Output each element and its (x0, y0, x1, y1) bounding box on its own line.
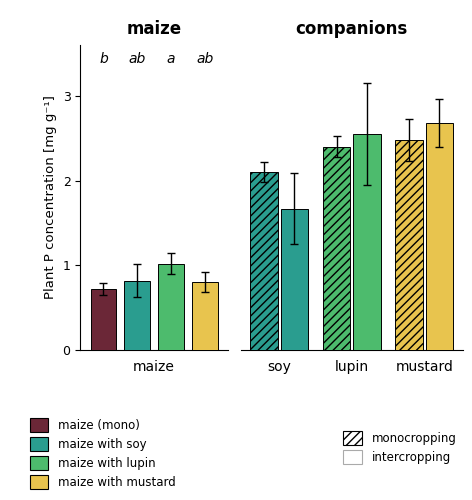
Bar (323, 146, 350, 350)
Title: companions: companions (295, 20, 408, 38)
Y-axis label: Plant P concentration [mg g⁻¹]: Plant P concentration [mg g⁻¹] (44, 96, 57, 300)
Title: maize: maize (126, 20, 182, 38)
Text: ab: ab (196, 52, 213, 66)
Bar (91, 289, 116, 350)
Bar (396, 140, 422, 350)
Bar (192, 282, 218, 350)
Text: ab: ab (128, 52, 146, 66)
Bar (426, 123, 453, 350)
Bar (281, 208, 308, 350)
Text: a: a (167, 52, 175, 66)
Legend: monocropping, intercropping: monocropping, intercropping (344, 432, 456, 464)
Text: b: b (99, 52, 108, 66)
Bar (124, 280, 150, 350)
Bar (158, 264, 184, 350)
Legend: maize (mono), maize with soy, maize with lupin, maize with mustard: maize (mono), maize with soy, maize with… (30, 418, 176, 489)
Bar (251, 172, 278, 350)
Bar (354, 134, 380, 350)
